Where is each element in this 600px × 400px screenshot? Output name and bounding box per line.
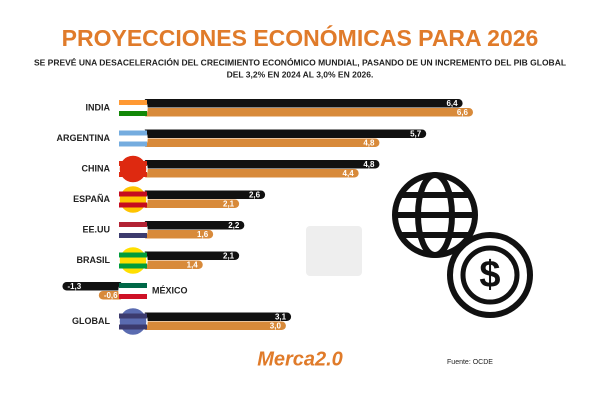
- flag: [119, 313, 147, 319]
- value-label: 2,2: [228, 221, 240, 230]
- bar: [130, 160, 380, 169]
- flag: [118, 306, 148, 337]
- flag: [119, 130, 147, 136]
- value-label: 1,4: [187, 260, 199, 269]
- bar: [130, 138, 380, 147]
- value-label: 5,7: [410, 129, 422, 138]
- flag: [119, 283, 147, 288]
- flag: [119, 233, 147, 238]
- category-label: EE.UU: [82, 224, 110, 234]
- bar: [130, 99, 463, 108]
- flag: [118, 123, 148, 154]
- legend-box: [306, 226, 362, 276]
- flag: [119, 294, 147, 299]
- category-label: ARGENTINA: [57, 133, 111, 143]
- value-label: 2,6: [249, 190, 261, 199]
- chart-subtitle: SE PREVÉ UNA DESACELERACIÓN DEL CRECIMIE…: [34, 56, 566, 67]
- logo: Merca2.0: [257, 348, 343, 370]
- value-label: 6,6: [457, 108, 469, 117]
- value-label: 3,0: [270, 321, 282, 330]
- value-label: 1,6: [197, 230, 209, 239]
- bar: [130, 108, 473, 117]
- bar: [130, 230, 214, 239]
- flag: [119, 263, 147, 269]
- flag: [119, 141, 147, 147]
- dollar-icon: $: [447, 232, 533, 318]
- bar: [130, 251, 240, 260]
- legend-bg: [306, 226, 362, 276]
- bar: [130, 190, 266, 199]
- value-label: 2,1: [223, 251, 235, 260]
- bar: [130, 129, 427, 138]
- value-label: -0,6: [104, 291, 118, 300]
- category-label: ESPAÑA: [73, 194, 110, 204]
- chart-subtitle: DEL 3,2% EN 2024 AL 3,0% EN 2026.: [227, 69, 374, 79]
- globe-icon: [392, 172, 478, 258]
- flag: [119, 172, 147, 177]
- flag: [118, 276, 148, 306]
- flag: [118, 93, 148, 123]
- value-label: 4,4: [343, 169, 355, 178]
- source: Fuente: OCDE: [447, 359, 493, 366]
- value-label: 6,4: [446, 99, 458, 108]
- chart-title: PROYECCIONES ECONÓMICAS PARA 2026: [62, 24, 539, 51]
- flag: [118, 245, 148, 276]
- bar: [130, 199, 240, 208]
- value-label: 2,1: [223, 199, 235, 208]
- flag: [119, 191, 147, 197]
- category-label: GLOBAL: [72, 316, 110, 326]
- value-label: -1,3: [67, 282, 81, 291]
- bar: [130, 321, 286, 330]
- bar: [130, 169, 359, 178]
- flag: [119, 252, 147, 258]
- bar: [130, 312, 292, 321]
- category-label: MÉXICO: [152, 285, 188, 295]
- flag: [118, 154, 148, 184]
- flag: [119, 111, 147, 116]
- flag: [119, 161, 147, 166]
- bar: [130, 260, 203, 269]
- svg-text:$: $: [479, 254, 500, 296]
- flag: [119, 324, 147, 330]
- value-label: 4,8: [363, 138, 375, 147]
- category-label: BRASIL: [77, 255, 111, 265]
- plot: 6,46,6 INDIA 5,7 4,8 ARGENTINA 4,8 4,4 CHINA 2,6…: [57, 93, 473, 337]
- flag: [118, 215, 148, 245]
- flag: [118, 184, 148, 215]
- category-label: CHINA: [82, 163, 111, 173]
- flag: [119, 222, 147, 227]
- flag: [119, 202, 147, 208]
- bar: [130, 221, 245, 230]
- value-label: 3,1: [275, 312, 287, 321]
- flag: [119, 100, 147, 105]
- bar: [62, 282, 130, 291]
- value-label: 4,8: [363, 160, 375, 169]
- category-label: INDIA: [86, 102, 111, 112]
